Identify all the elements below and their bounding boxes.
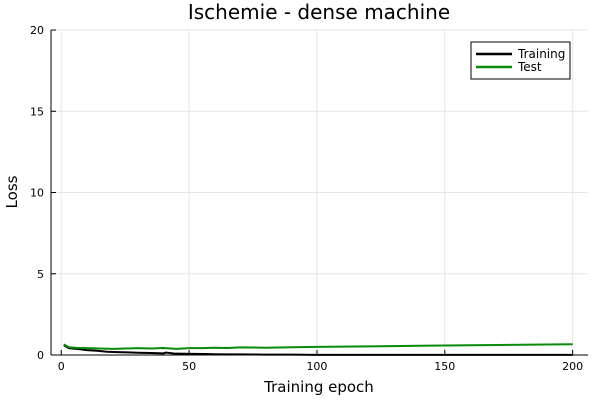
y-tick-label-2: 10: [30, 187, 44, 200]
x-tick-label-4: 200: [562, 360, 583, 373]
x-tick-label-1: 50: [182, 360, 196, 373]
x-tick-label-2: 100: [306, 360, 327, 373]
chart-title: Ischemie - dense machine: [188, 0, 450, 24]
y-tick-label-4: 20: [30, 24, 44, 37]
x-axis-label: Training epoch: [263, 378, 374, 396]
y-tick-label-1: 5: [37, 268, 44, 281]
y-tick-label-3: 15: [30, 105, 44, 118]
legend-label-training: Training: [517, 47, 565, 61]
y-axis-label: Loss: [3, 175, 21, 208]
tick-labels: 0 50 100 150 200 0 5 10 15 20: [30, 24, 583, 373]
x-tick-label-0: 0: [58, 360, 65, 373]
series-lines: [63, 343, 573, 356]
legend-box: [470, 41, 571, 80]
y-tick-label-0: 0: [37, 349, 44, 362]
legend-label-test: Test: [517, 60, 542, 74]
series-line-training: [63, 344, 573, 356]
series-line-test: [63, 343, 573, 350]
x-tick-label-3: 150: [434, 360, 455, 373]
